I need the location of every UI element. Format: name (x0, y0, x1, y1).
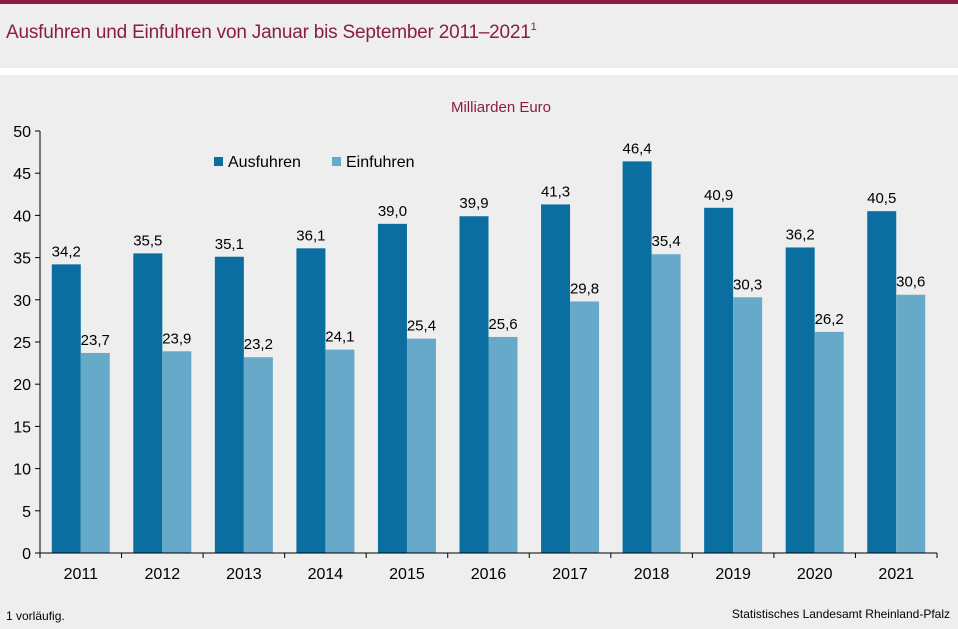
bar-einfuhren (733, 297, 763, 553)
legend-label: Einfuhren (346, 154, 415, 171)
bar-einfuhren (325, 349, 355, 553)
data-label: 23,2 (244, 336, 273, 353)
bars: 34,2 23,7 35,5 23,9 35,1 23,2 36,1 24,1 39,0 25,4… (51, 140, 926, 554)
x-tick-label: 2012 (145, 566, 181, 583)
data-label: 46,4 (622, 140, 651, 157)
title-footnote-mark: 1 (530, 21, 537, 33)
y-tick-label: 50 (13, 124, 31, 141)
y-axis: 0 5 10 15 20 25 30 35 40 45 50 (13, 124, 41, 563)
x-tick-label: 2011 (64, 566, 99, 583)
x-tick-label: 2021 (878, 566, 914, 583)
data-label: 35,5 (133, 232, 162, 249)
bar-einfuhren (814, 331, 844, 553)
x-tick-label: 2018 (634, 566, 670, 583)
data-label: 23,7 (81, 332, 110, 349)
data-label: 26,2 (815, 311, 844, 328)
x-tick-label: 2019 (715, 566, 751, 583)
legend: Ausfuhren Einfuhren (214, 154, 415, 171)
title-separator (0, 68, 958, 75)
data-label: 23,9 (162, 330, 191, 347)
data-label: 36,1 (296, 227, 325, 244)
bar-ausfuhren (133, 253, 163, 553)
bar-ausfuhren (622, 161, 652, 553)
bar-ausfuhren (704, 207, 734, 553)
data-label: 34,2 (52, 243, 81, 260)
x-tick-label: 2015 (389, 566, 425, 583)
bar-einfuhren (243, 357, 273, 553)
y-tick-label: 15 (13, 419, 31, 436)
y-tick-label: 35 (13, 251, 31, 268)
x-tick-label: 2016 (471, 566, 507, 583)
bar-einfuhren (406, 338, 436, 553)
data-label: 36,2 (786, 226, 815, 243)
bar-einfuhren (651, 254, 681, 553)
x-tick-label: 2013 (226, 566, 262, 583)
bar-ausfuhren (214, 256, 244, 553)
legend-swatch (332, 157, 341, 166)
y-tick-label: 25 (13, 335, 31, 352)
y-tick-label: 10 (13, 462, 31, 479)
y-tick-label: 5 (22, 504, 31, 521)
data-label: 30,6 (896, 274, 925, 291)
bar-einfuhren (570, 301, 600, 553)
footnote: 1 vorläufig. (6, 609, 65, 623)
bar-einfuhren (162, 351, 192, 553)
x-axis: 2011 2012 2013 2014 2015 2016 2017 2018 2019 2020… (39, 552, 938, 583)
bar-einfuhren (896, 294, 926, 553)
bar-ausfuhren (541, 204, 571, 554)
source-note: Statistisches Landesamt Rheinland-Pfalz (731, 607, 950, 621)
y-tick-label: 30 (13, 293, 31, 310)
page-title: Ausfuhren und Einfuhren von Januar bis S… (6, 21, 537, 44)
data-label: 24,1 (325, 329, 354, 346)
data-label: 29,8 (570, 280, 599, 297)
unit-label: Milliarden Euro (451, 99, 551, 116)
bar-ausfuhren (867, 211, 897, 553)
bar-ausfuhren (377, 223, 407, 553)
legend-swatch (214, 157, 223, 166)
y-tick-label: 45 (13, 166, 31, 183)
data-label: 40,5 (867, 190, 896, 207)
bar-einfuhren (488, 336, 518, 553)
top-accent-bar (0, 0, 958, 4)
bar-ausfuhren (51, 264, 81, 553)
data-label: 41,3 (541, 183, 570, 200)
data-label: 35,1 (215, 236, 244, 253)
data-label: 39,9 (459, 195, 488, 212)
data-label: 30,3 (733, 276, 762, 293)
x-tick-label: 2017 (552, 566, 588, 583)
x-tick-label: 2014 (308, 566, 344, 583)
bar-ausfuhren (459, 216, 489, 553)
bar-einfuhren (80, 352, 110, 553)
y-tick-label: 20 (13, 377, 31, 394)
data-label: 25,4 (407, 318, 436, 335)
data-label: 40,9 (704, 187, 733, 204)
data-label: 39,0 (378, 203, 407, 220)
bar-ausfuhren (296, 248, 326, 554)
y-tick-label: 40 (13, 208, 31, 225)
x-tick-label: 2020 (797, 566, 833, 583)
title-text: Ausfuhren und Einfuhren von Januar bis S… (6, 22, 531, 43)
data-label: 35,4 (651, 233, 680, 250)
bar-ausfuhren (785, 247, 815, 554)
data-label: 25,6 (488, 316, 517, 333)
y-tick-label: 0 (22, 546, 31, 563)
legend-label: Ausfuhren (228, 154, 301, 171)
